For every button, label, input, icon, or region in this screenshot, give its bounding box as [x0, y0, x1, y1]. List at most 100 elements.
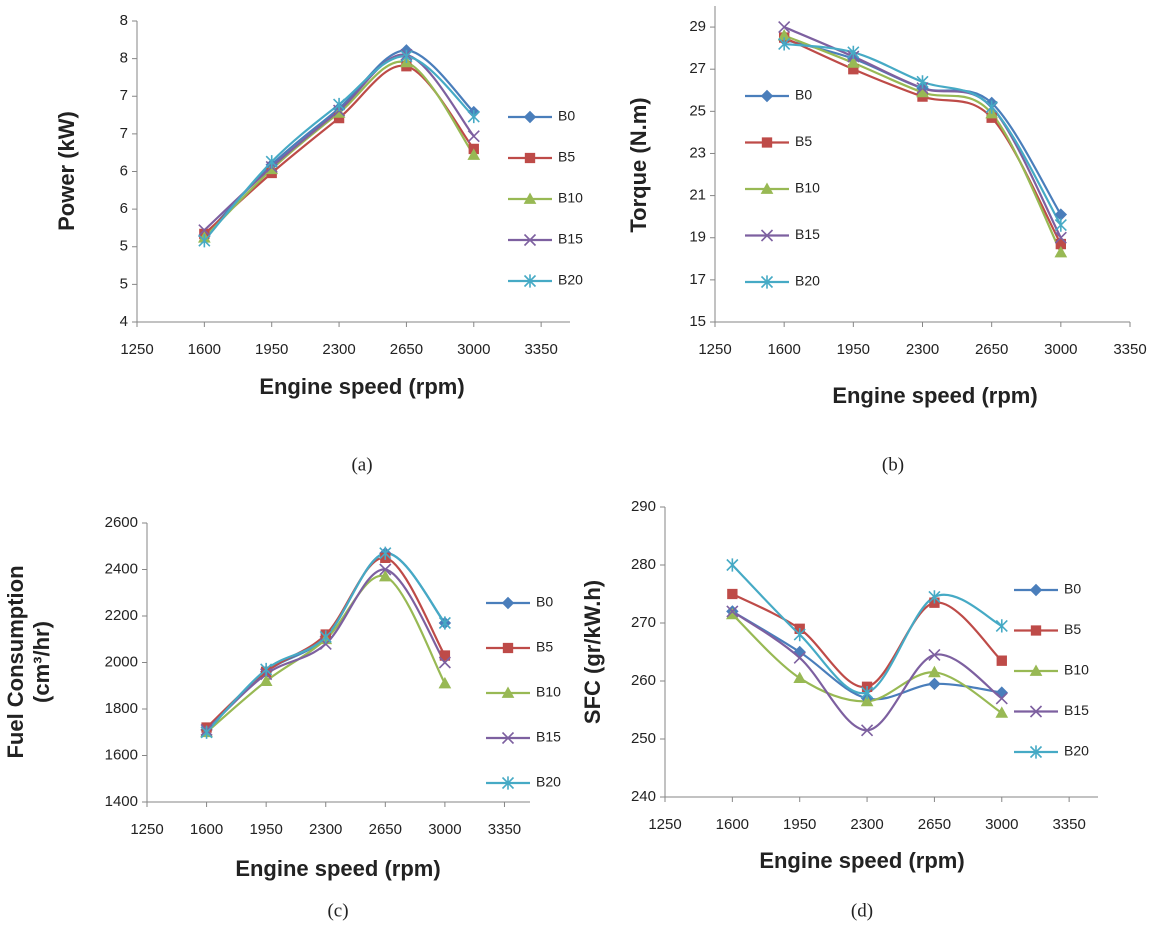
- legend-label: B5: [536, 639, 553, 655]
- x-tick-label: 1600: [716, 816, 749, 833]
- x-tick-label: 3000: [985, 816, 1018, 833]
- legend-marker: [760, 89, 774, 103]
- series-line: [203, 55, 475, 242]
- legend-marker: [523, 110, 537, 124]
- data-point: [438, 616, 451, 630]
- series-line: [731, 610, 1003, 732]
- data-point: [467, 130, 480, 143]
- data-point: [438, 676, 452, 689]
- data-point: [847, 45, 860, 59]
- y-tick-label: 8: [120, 50, 128, 67]
- legend-label: B5: [795, 133, 812, 149]
- data-point: [400, 49, 413, 63]
- series-line: [783, 26, 1062, 239]
- y-tick-label: 250: [631, 730, 656, 747]
- legend-marker: [761, 137, 773, 148]
- series-line: [783, 38, 1062, 216]
- legend-marker: [502, 642, 514, 654]
- legend-marker: [1029, 705, 1043, 718]
- legend-label: B0: [795, 87, 812, 103]
- data-point: [333, 97, 346, 112]
- legend-label: B20: [795, 273, 820, 289]
- chart-panel: 1400 1600 1800 2000 2200 2400 2600 1250 1600 1950…: [3, 514, 561, 921]
- y-tick-label: 29: [689, 18, 706, 35]
- data-point: [1054, 245, 1068, 258]
- legend-marker: [760, 182, 774, 194]
- y-axis-title: (cm³/hr): [29, 621, 54, 703]
- series-line: [203, 53, 475, 231]
- y-tick-label: 17: [689, 271, 706, 288]
- legend-marker: [1029, 583, 1043, 597]
- legend-marker: [1029, 745, 1043, 759]
- data-point: [778, 21, 791, 34]
- data-point: [778, 37, 791, 51]
- legend-label: B5: [558, 149, 575, 165]
- legend-label: B10: [536, 684, 561, 700]
- x-tick-label: 3350: [524, 341, 557, 358]
- chart-panel: 4 5 5 6 6 7 7 8 8 1250 1600 1950 2300 2650 3000 3350 Pow…: [54, 12, 583, 475]
- legend-marker: [523, 192, 537, 204]
- data-point: [995, 692, 1008, 705]
- x-tick-label: 3000: [428, 821, 461, 838]
- caption: (c): [327, 900, 348, 921]
- data-point: [928, 590, 941, 604]
- x-axis-title: Engine speed (rpm): [832, 383, 1037, 408]
- y-tick-label: 8: [120, 12, 128, 29]
- y-tick-label: 1800: [105, 700, 138, 717]
- data-point: [378, 569, 392, 582]
- data-point: [995, 619, 1008, 633]
- legend-label: B15: [558, 231, 583, 247]
- series-line: [205, 568, 446, 731]
- data-point: [198, 234, 211, 248]
- data-point: [861, 724, 874, 737]
- x-tick-label: 2650: [390, 341, 423, 358]
- series-line: [205, 574, 446, 734]
- x-tick-label: 2300: [322, 341, 355, 358]
- legend-marker: [501, 596, 515, 610]
- x-tick-label: 1950: [783, 816, 816, 833]
- y-tick-label: 270: [631, 614, 656, 631]
- legend-marker: [523, 274, 537, 288]
- series-line: [783, 34, 1062, 253]
- y-tick-label: 280: [631, 556, 656, 573]
- legend-label: B15: [1064, 702, 1089, 718]
- data-point: [916, 75, 929, 89]
- y-tick-label: 5: [120, 275, 128, 292]
- x-axis-title: Engine speed (rpm): [759, 848, 964, 873]
- legend-label: B0: [536, 594, 553, 610]
- y-tick-label: 6: [120, 200, 128, 217]
- y-axis-title: Power (kW): [54, 111, 79, 231]
- data-point: [260, 662, 273, 677]
- caption: (d): [851, 900, 873, 921]
- data-point: [265, 155, 278, 169]
- x-tick-label: 3350: [1052, 816, 1085, 833]
- data-point: [259, 674, 273, 686]
- x-axis-title: Engine speed (rpm): [259, 374, 464, 399]
- y-tick-label: 21: [689, 187, 706, 204]
- legend-marker: [1030, 625, 1042, 636]
- y-tick-label: 1600: [105, 746, 138, 763]
- series-line: [203, 60, 475, 239]
- x-tick-label: 1600: [190, 821, 223, 838]
- data-point: [928, 677, 941, 691]
- legend-marker: [760, 229, 774, 242]
- data-point: [1054, 218, 1067, 232]
- data-point: [467, 148, 481, 160]
- x-tick-label: 1250: [648, 816, 681, 833]
- chart-panel: 15 17 19 21 23 25 27 29 1250 1600 1950 2300 2650 3000…: [626, 6, 1147, 475]
- legend-label: B15: [536, 729, 561, 745]
- y-tick-label: 1400: [105, 793, 138, 810]
- data-point: [319, 630, 332, 644]
- x-tick-label: 1950: [255, 341, 288, 358]
- data-point: [928, 648, 941, 661]
- x-tick-label: 2650: [918, 816, 951, 833]
- data-point: [860, 694, 874, 707]
- legend-marker: [501, 731, 515, 745]
- caption: (a): [351, 454, 372, 475]
- y-tick-label: 19: [689, 229, 706, 246]
- y-tick-label: 2000: [105, 653, 138, 670]
- series-line: [203, 64, 475, 235]
- x-tick-label: 2300: [850, 816, 883, 833]
- legend-label: B20: [558, 272, 583, 288]
